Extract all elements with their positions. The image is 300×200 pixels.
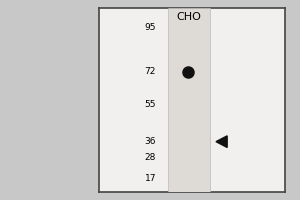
Text: 17: 17 xyxy=(145,174,156,183)
Text: 28: 28 xyxy=(145,153,156,162)
Text: 55: 55 xyxy=(145,100,156,109)
Text: 72: 72 xyxy=(145,67,156,76)
Bar xyxy=(168,8,210,192)
Text: 36: 36 xyxy=(145,137,156,146)
Text: 95: 95 xyxy=(145,23,156,32)
Polygon shape xyxy=(216,136,227,147)
Text: CHO: CHO xyxy=(177,12,201,22)
